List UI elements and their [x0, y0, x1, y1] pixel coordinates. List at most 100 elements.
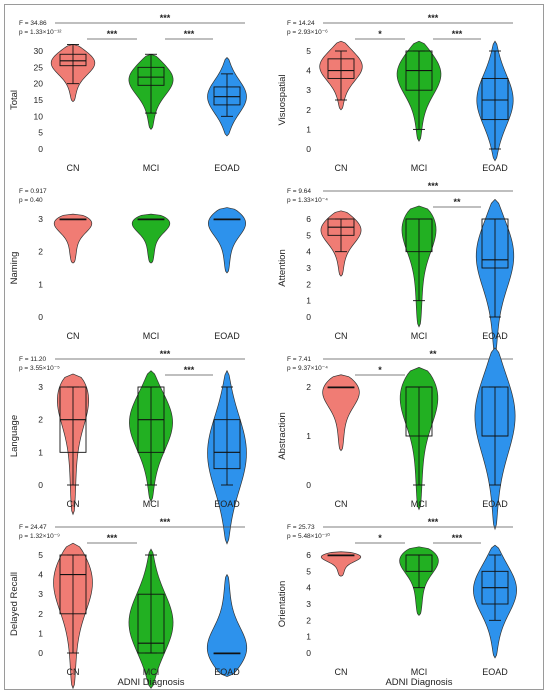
category-label: CN: [67, 163, 80, 173]
y-tick-label: 3: [38, 214, 43, 224]
y-tick-label: 0: [306, 144, 311, 154]
category-label: CN: [67, 499, 80, 509]
significance-stars: ***: [452, 29, 463, 39]
y-tick-label: 2: [306, 382, 311, 392]
y-tick-label: 2: [306, 279, 311, 289]
category-label: EOAD: [482, 667, 508, 677]
y-tick-label: 1: [306, 124, 311, 134]
stat-p-value: p = 5.48×10⁻¹⁰: [287, 532, 330, 540]
stat-f-value: F = 14.24: [287, 20, 315, 27]
stat-p-value: p = 1.33×10⁻¹²: [19, 29, 62, 36]
y-axis-label: Visuospatial: [277, 74, 288, 125]
stat-f-value: F = 34.86: [19, 20, 47, 27]
category-label: EOAD: [214, 163, 240, 173]
violin-cn: [320, 551, 362, 577]
category-label: EOAD: [214, 331, 240, 341]
y-tick-label: 4: [306, 66, 311, 76]
panel-delayed-recall: F = 24.47 p = 1.32×10⁻⁹ Delayed Recall 0 1 2 3…: [9, 517, 248, 690]
y-tick-label: 0: [306, 312, 311, 322]
y-tick-label: 3: [306, 85, 311, 95]
x-axis-label: ADNI Diagnosis: [385, 677, 452, 688]
y-tick-label: 4: [306, 247, 311, 257]
category-label: CN: [67, 667, 80, 677]
y-tick-label: 2: [38, 415, 43, 425]
x-axis-label: ADNI Diagnosis: [117, 677, 184, 688]
significance-stars: ***: [160, 13, 171, 23]
y-tick-label: 0: [306, 648, 311, 658]
panel-visuospatial: F = 14.24 p = 2.93×10⁻⁶ Visuospatial 0 1 2 3 4 5…: [277, 13, 514, 173]
iqr-box: [481, 218, 509, 269]
y-tick-label: 5: [306, 230, 311, 240]
significance-stars: ***: [428, 517, 439, 527]
iqr-box: [137, 66, 165, 86]
category-label: CN: [335, 499, 348, 509]
violin-cn: [53, 213, 93, 264]
category-label: MCI: [143, 163, 160, 173]
y-tick-label: 0: [38, 648, 43, 658]
y-tick-label: 5: [38, 128, 43, 138]
panel-attention: F = 9.64p = 1.33×10⁻⁴Attention0123456***…: [277, 181, 515, 355]
stat-p-value: p = 3.55×10⁻⁵: [19, 365, 60, 372]
y-tick-label: 1: [38, 279, 43, 289]
y-axis-label: Attention: [277, 249, 288, 287]
y-tick-label: 2: [38, 609, 43, 619]
significance-stars: ***: [107, 29, 118, 39]
significance-stars: ***: [452, 533, 463, 543]
y-tick-label: 0: [306, 480, 311, 490]
y-tick-label: 0: [38, 480, 43, 490]
y-tick-label: 0: [38, 144, 43, 154]
y-tick-label: 3: [306, 599, 311, 609]
significance-stars: *: [378, 533, 382, 543]
panel-total: F = 34.86 p = 1.33×10⁻¹² Total 0 5 10 15 20 25 30…: [9, 13, 247, 173]
panel-abstraction: F = 7.41p = 9.37×10⁻⁴Abstraction012***CN…: [277, 347, 516, 531]
stat-p-value: p = 0.40: [19, 197, 43, 204]
chart-canvas: F = 34.86p = 1.33×10⁻¹²Total051015202530…: [9, 13, 517, 690]
stat-f-value: F = 24.47: [19, 524, 47, 531]
y-axis-label: Total: [9, 90, 20, 110]
y-axis-label: Abstraction: [277, 412, 288, 460]
category-label: MCI: [143, 667, 160, 677]
category-label: EOAD: [482, 499, 508, 509]
y-tick-label: 1: [306, 632, 311, 642]
iqr-box: [327, 58, 355, 79]
y-tick-label: 0: [38, 312, 43, 322]
y-tick-label: 30: [34, 46, 44, 56]
significance-stars: *: [378, 29, 382, 39]
iqr-box: [137, 593, 165, 654]
y-tick-label: 4: [38, 570, 43, 580]
significance-stars: **: [429, 349, 437, 359]
y-tick-label: 5: [306, 46, 311, 56]
stat-f-value: F = 7.41: [287, 356, 311, 363]
iqr-box: [481, 77, 509, 121]
iqr-box: [213, 86, 241, 106]
y-axis-label: Naming: [9, 252, 20, 285]
significance-stars: ***: [160, 349, 171, 359]
category-label: MCI: [143, 499, 160, 509]
stat-f-value: F = 0.917: [19, 188, 47, 195]
y-tick-label: 3: [38, 382, 43, 392]
y-tick-label: 5: [38, 550, 43, 560]
y-axis-label: Orientation: [277, 581, 288, 627]
iqr-box: [213, 419, 241, 470]
significance-stars: ***: [184, 365, 195, 375]
panel-orientation: F = 25.73p = 5.48×10⁻¹⁰ Orientation 0 1 2 3 4 5…: [277, 517, 517, 677]
stat-p-value: p = 1.32×10⁻⁹: [19, 533, 60, 540]
y-tick-label: 20: [34, 79, 44, 89]
y-axis-label: Delayed Recall: [9, 572, 20, 636]
y-tick-label: 3: [38, 589, 43, 599]
violin-mci: [131, 213, 171, 264]
category-label: MCI: [411, 499, 428, 509]
y-tick-label: 1: [306, 431, 311, 441]
y-tick-label: 1: [38, 628, 43, 638]
y-tick-label: 1: [306, 296, 311, 306]
y-tick-label: 2: [38, 247, 43, 257]
significance-stars: *: [378, 365, 382, 375]
stat-p-value: p = 2.93×10⁻⁶: [287, 29, 328, 36]
category-label: MCI: [143, 331, 160, 341]
category-label: CN: [335, 331, 348, 341]
y-tick-label: 4: [306, 583, 311, 593]
significance-stars: **: [453, 197, 461, 207]
iqr-box: [59, 554, 87, 615]
category-label: MCI: [411, 163, 428, 173]
significance-stars: ***: [428, 181, 439, 191]
